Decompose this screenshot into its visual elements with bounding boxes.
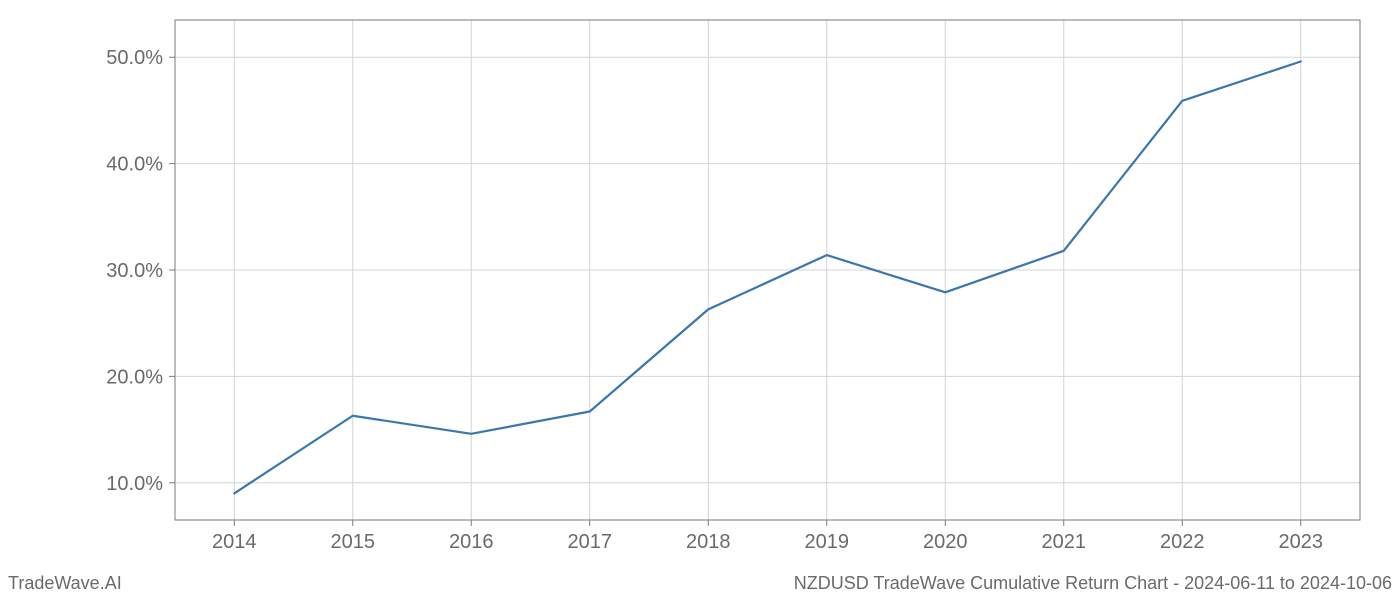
y-tick-label: 20.0% <box>106 366 163 388</box>
y-tick-label: 50.0% <box>106 47 163 69</box>
x-tick-label: 2022 <box>1160 531 1205 553</box>
footer: TradeWave.AI NZDUSD TradeWave Cumulative… <box>0 573 1400 594</box>
chart-container: 2014 2015 2016 2017 2018 2019 2020 2021 2022 2023… <box>0 0 1400 600</box>
x-tick-label: 2015 <box>331 531 376 553</box>
y-tick-label: 30.0% <box>106 260 163 282</box>
x-tick-label: 2014 <box>212 531 257 553</box>
x-tick-label: 2020 <box>923 531 968 553</box>
footer-right-text: NZDUSD TradeWave Cumulative Return Chart… <box>794 573 1392 594</box>
footer-left-text: TradeWave.AI <box>8 573 122 594</box>
x-tick-label: 2019 <box>805 531 850 553</box>
y-tick-label: 40.0% <box>106 154 163 176</box>
x-tick-label: 2016 <box>449 531 494 553</box>
x-tick-label: 2021 <box>1042 531 1087 553</box>
x-tick-label: 2023 <box>1279 531 1324 553</box>
x-tick-label: 2018 <box>686 531 731 553</box>
line-chart: 2014 2015 2016 2017 2018 2019 2020 2021 2022 2023… <box>0 0 1400 600</box>
x-tick-label: 2017 <box>568 531 613 553</box>
y-tick-label: 10.0% <box>106 473 163 495</box>
